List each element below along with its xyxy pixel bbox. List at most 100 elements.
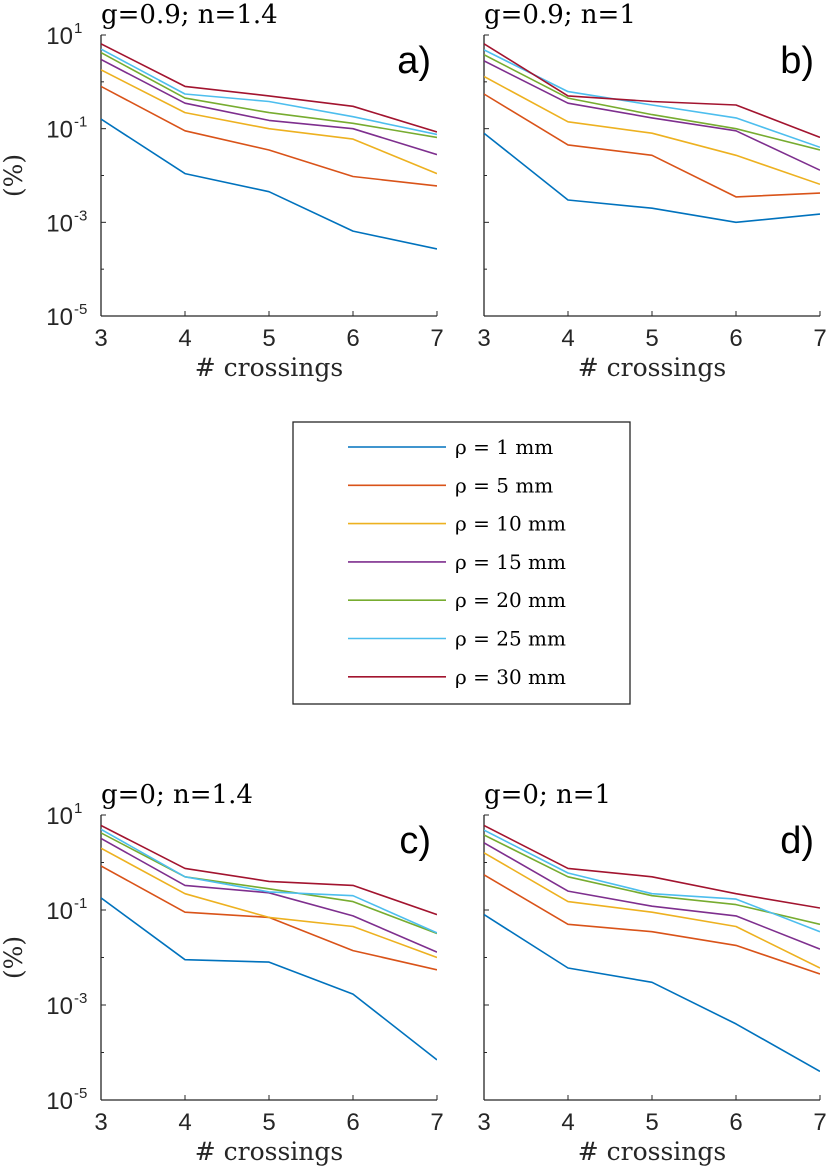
x-tick-label: 5 — [262, 1109, 275, 1136]
y-tick-label: 10 1 — [46, 20, 82, 50]
panel-title: g=0.9; n=1.4 — [101, 0, 278, 30]
panel-d: 3 4 5 6 7 # crossings g=0; n=1 d) — [477, 780, 826, 1166]
y-tick-exp: -5 — [74, 1085, 87, 1102]
x-tick-label: 4 — [178, 1109, 191, 1136]
legend-entries: ρ = 1 mm ρ = 5 mm ρ = 10 mm ρ = 15 mm ρ = 20… — [348, 435, 566, 689]
series-line-2 — [101, 85, 437, 187]
x-tick-label: 4 — [178, 325, 191, 352]
legend-entry: ρ = 5 mm — [348, 473, 553, 497]
y-tick-label: 10 -3 — [46, 207, 87, 237]
series-line-7 — [101, 824, 437, 916]
x-tick-label: 6 — [346, 1109, 359, 1136]
x-tick-label: 7 — [430, 325, 443, 352]
series-line-3 — [484, 852, 820, 969]
x-tick-label: 6 — [729, 325, 742, 352]
y-axis-title: (%) — [0, 154, 28, 197]
y-tick-label: 10 1 — [46, 800, 82, 830]
y-tick-base: 10 — [46, 117, 73, 144]
x-tick-label: 4 — [561, 325, 574, 352]
y-tick-base: 10 — [46, 898, 73, 925]
series-line-1 — [484, 913, 820, 1073]
legend: ρ = 1 mm ρ = 5 mm ρ = 10 mm ρ = 15 mm ρ = 20… — [292, 421, 631, 705]
y-tick-base: 10 — [46, 304, 73, 331]
series-line-3 — [101, 847, 437, 959]
legend-entry: ρ = 30 mm — [348, 665, 566, 689]
y-tick-base: 10 — [46, 1088, 73, 1115]
series-line-1 — [101, 118, 437, 250]
series-group — [484, 824, 820, 1073]
legend-entry: ρ = 1 mm — [348, 435, 553, 459]
legend-box — [292, 421, 631, 705]
x-axis-title: # crossings — [195, 1137, 344, 1166]
x-tick-label: 7 — [430, 1109, 443, 1136]
series-line-1 — [101, 897, 437, 1061]
series-line-2 — [484, 93, 820, 198]
series-line-2 — [484, 874, 820, 975]
series-line-6 — [101, 828, 437, 934]
x-tick-label: 5 — [645, 1109, 658, 1136]
x-tick-label: 5 — [645, 325, 658, 352]
x-axis-title: # crossings — [578, 353, 727, 382]
legend-label: ρ = 10 mm — [455, 512, 566, 536]
x-axis-title: # crossings — [578, 1137, 727, 1166]
x-tick-label: 3 — [94, 1109, 107, 1136]
legend-entry: ρ = 10 mm — [348, 512, 566, 536]
panel-tag: a) — [397, 40, 431, 82]
y-tick-exp: 1 — [74, 800, 82, 817]
series-line-7 — [484, 43, 820, 139]
series-line-6 — [484, 829, 820, 933]
series-group — [101, 824, 437, 1061]
legend-label: ρ = 25 mm — [455, 627, 566, 651]
series-line-6 — [101, 48, 437, 136]
series-line-5 — [484, 834, 820, 926]
series-line-4 — [101, 837, 437, 953]
x-tick-label: 3 — [477, 325, 490, 352]
legend-label: ρ = 20 mm — [455, 588, 566, 612]
x-tick-label: 5 — [262, 325, 275, 352]
series-line-4 — [484, 842, 820, 950]
y-tick-base: 10 — [46, 993, 73, 1020]
legend-label: ρ = 5 mm — [455, 473, 553, 497]
y-tick-exp: -1 — [74, 895, 87, 912]
series-line-1 — [484, 132, 820, 224]
legend-label: ρ = 30 mm — [455, 665, 566, 689]
y-tick-label: 10 -1 — [46, 895, 87, 925]
x-tick-label: 6 — [729, 1109, 742, 1136]
panel-tag: b) — [780, 40, 814, 82]
x-tick-label: 7 — [813, 325, 826, 352]
legend-entry: ρ = 15 mm — [348, 550, 566, 574]
series-line-4 — [101, 58, 437, 156]
x-tick-label: 7 — [813, 1109, 826, 1136]
series-group — [101, 43, 437, 250]
panel-b: 3 4 5 6 7 # crossings g=0.9; n=1 b) — [477, 0, 826, 382]
y-tick-label: 10 -1 — [46, 114, 87, 144]
y-tick-label: 10 -3 — [46, 990, 87, 1020]
panel-title: g=0; n=1.4 — [101, 780, 253, 810]
y-tick-label: 10 -5 — [46, 301, 87, 331]
panel-tag: d) — [780, 820, 814, 862]
legend-entry: ρ = 25 mm — [348, 627, 566, 651]
legend-label: ρ = 15 mm — [455, 550, 566, 574]
series-line-5 — [484, 53, 820, 151]
series-line-5 — [101, 51, 437, 139]
y-tick-exp: -5 — [74, 301, 87, 318]
series-line-3 — [484, 75, 820, 186]
panel-tag: c) — [399, 820, 431, 862]
series-line-4 — [484, 60, 820, 171]
y-tick-base: 10 — [46, 210, 73, 237]
series-line-5 — [101, 832, 437, 935]
x-tick-label: 6 — [346, 325, 359, 352]
series-line-3 — [101, 69, 437, 175]
x-tick-label: 3 — [477, 1109, 490, 1136]
y-tick-base: 10 — [46, 23, 73, 50]
y-axis-title: (%) — [0, 936, 28, 979]
series-line-7 — [484, 824, 820, 909]
series-group — [484, 43, 820, 224]
y-tick-base: 10 — [46, 803, 73, 830]
y-tick-exp: -1 — [74, 114, 87, 131]
y-tick-exp: -3 — [74, 990, 87, 1007]
